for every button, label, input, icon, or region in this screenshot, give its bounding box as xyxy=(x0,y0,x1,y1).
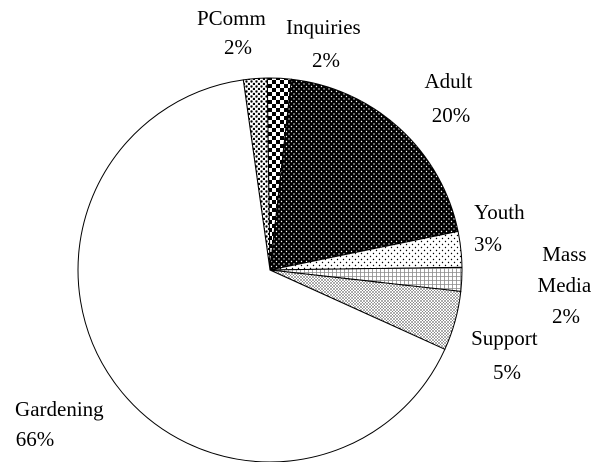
slice-label-adult: Adult 20% xyxy=(424,69,477,127)
slice-label-support: Support 5% xyxy=(471,326,543,384)
slice-label-mass-media: Mass Media 2% xyxy=(538,242,597,328)
slice-label-youth: Youth 3% xyxy=(474,200,530,256)
slice-label-gardening: Gardening 66% xyxy=(15,397,109,451)
slice-label-inquiries: Inquiries 2% xyxy=(286,15,366,72)
pie-slice-gardening xyxy=(77,79,446,462)
pie-slice-adult xyxy=(269,78,459,271)
pie-slices xyxy=(77,77,463,462)
slice-label-pcomm: PComm 2% xyxy=(197,6,271,59)
pie-labels: PComm 2% Inquiries 2% Adult 20% Youth 3%… xyxy=(15,6,597,451)
